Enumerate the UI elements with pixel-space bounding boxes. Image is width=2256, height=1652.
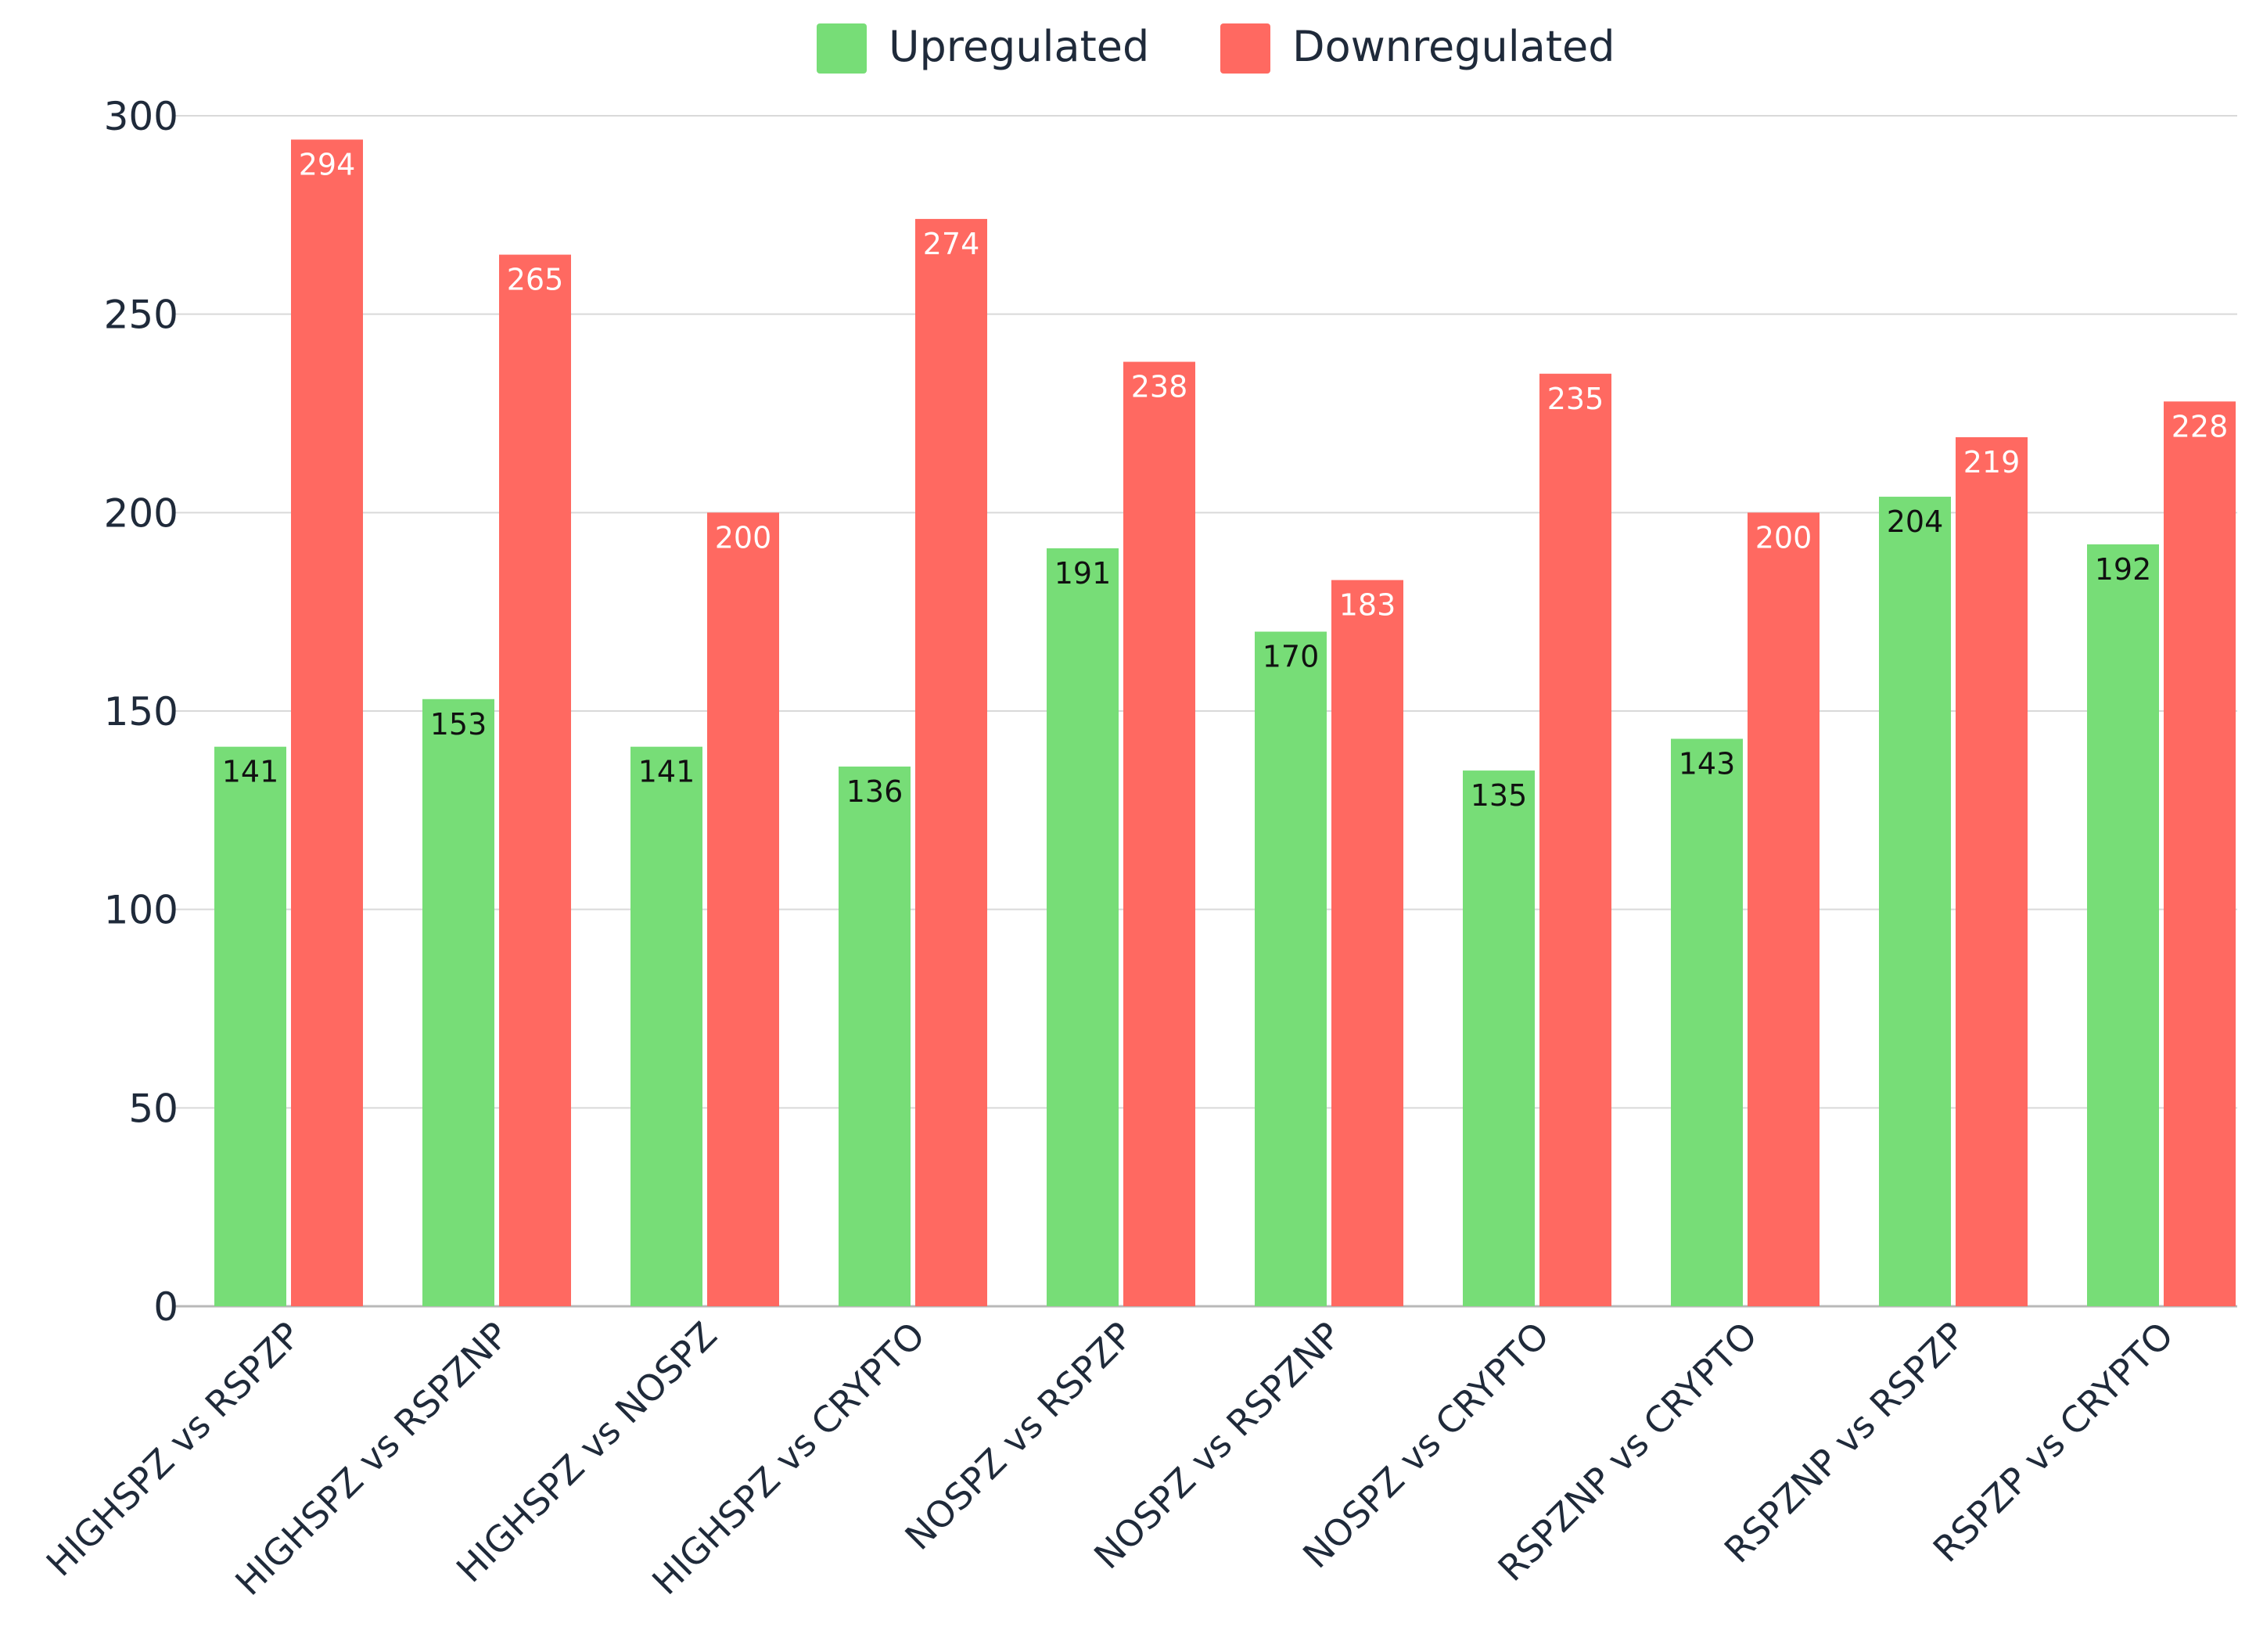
bar-value-label: 238 xyxy=(1131,370,1188,404)
bar-value-label: 294 xyxy=(299,147,356,181)
bar-value-label: 183 xyxy=(1339,588,1396,623)
bar-value-label: 141 xyxy=(222,755,279,789)
bar-downregulated-3 xyxy=(915,218,987,1306)
legend-swatch xyxy=(817,23,867,74)
y-tick-label: 250 xyxy=(104,293,178,338)
bar-upregulated-1 xyxy=(422,699,494,1306)
y-tick-label: 50 xyxy=(128,1086,178,1131)
bars-layer xyxy=(214,139,2236,1307)
bar-downregulated-8 xyxy=(1956,436,2028,1307)
legend-label: Downregulated xyxy=(1292,22,1615,71)
bar-downregulated-1 xyxy=(499,254,571,1307)
x-tick-label: NOSPZ vs RSPZP xyxy=(896,1314,1141,1558)
bar-value-label: 204 xyxy=(1887,505,1944,539)
bar-value-label: 141 xyxy=(638,755,695,789)
bar-downregulated-4 xyxy=(1123,361,1195,1307)
y-tick-label: 150 xyxy=(104,689,178,734)
bar-downregulated-7 xyxy=(1748,512,1820,1306)
y-tick-label: 300 xyxy=(104,94,178,139)
bar-upregulated-2 xyxy=(630,746,702,1306)
bar-upregulated-9 xyxy=(2087,544,2159,1306)
bar-value-label: 274 xyxy=(923,227,980,261)
y-axis: 0 50 100 150 200 250 300 xyxy=(104,94,178,1330)
legend-item-downregulated: Downregulated xyxy=(1220,22,1615,74)
legend: Upregulated Downregulated xyxy=(817,22,1615,74)
y-tick-label: 200 xyxy=(104,490,178,536)
bar-value-label: 135 xyxy=(1471,778,1528,813)
bar-value-label: 228 xyxy=(2172,409,2229,444)
bar-value-label: 265 xyxy=(507,263,564,297)
legend-label: Upregulated xyxy=(889,22,1149,71)
bar-labels-layer: 141 294 153 265 141 200 136 274 191 238 170 183 135 2… xyxy=(222,147,2229,813)
bar-value-label: 143 xyxy=(1679,747,1736,781)
bar-upregulated-8 xyxy=(1879,497,1951,1306)
bar-value-label: 170 xyxy=(1263,640,1320,674)
bar-value-label: 219 xyxy=(1963,445,2021,479)
bar-value-label: 191 xyxy=(1054,556,1112,591)
bar-upregulated-3 xyxy=(839,767,911,1306)
bar-value-label: 153 xyxy=(430,707,487,742)
bar-upregulated-4 xyxy=(1047,548,1119,1306)
bar-value-label: 200 xyxy=(715,520,772,555)
legend-item-upregulated: Upregulated xyxy=(817,22,1149,74)
bar-value-label: 192 xyxy=(2095,552,2152,587)
bar-downregulated-2 xyxy=(707,512,779,1306)
bar-downregulated-6 xyxy=(1539,373,1611,1307)
bar-upregulated-5 xyxy=(1255,631,1327,1306)
bar-value-label: 136 xyxy=(846,774,903,809)
bar-upregulated-7 xyxy=(1671,738,1743,1306)
bar-downregulated-5 xyxy=(1331,580,1403,1306)
bar-downregulated-0 xyxy=(291,139,363,1307)
legend-swatch xyxy=(1220,23,1270,74)
bar-value-label: 200 xyxy=(1755,520,1812,555)
bar-upregulated-0 xyxy=(214,746,286,1306)
bar-upregulated-6 xyxy=(1463,770,1535,1306)
y-tick-label: 0 xyxy=(153,1284,178,1330)
y-tick-label: 100 xyxy=(104,888,178,933)
bar-value-label: 235 xyxy=(1547,382,1604,416)
bar-downregulated-9 xyxy=(2164,401,2236,1306)
